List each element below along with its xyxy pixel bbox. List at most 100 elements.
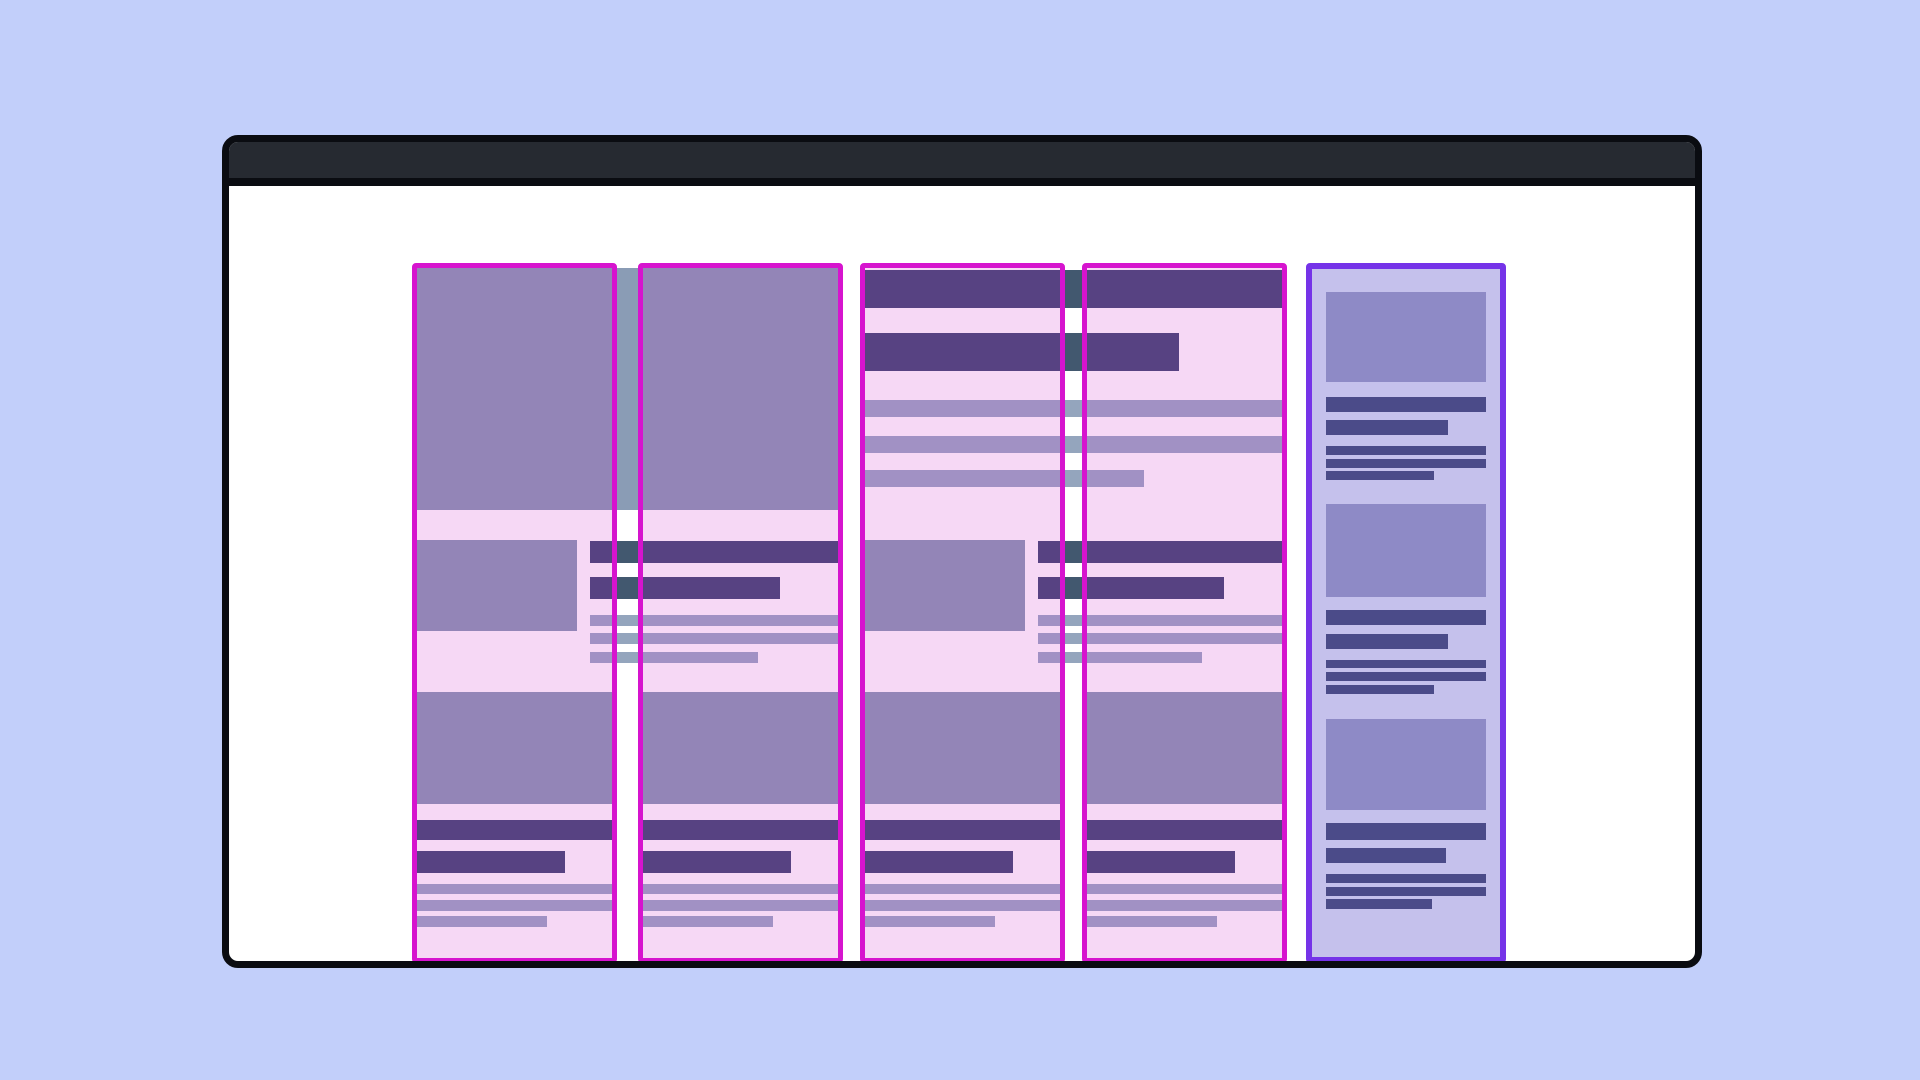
heading-stub [590,541,612,563]
gap-slice [1065,400,1082,417]
column-4 [1082,263,1287,961]
text-line [1087,400,1282,417]
text-line [643,900,838,911]
subheading-bar [643,851,791,873]
thumbnail-image-block [417,540,577,631]
text-line [417,884,612,894]
column-5 [1306,263,1506,961]
text-line [1087,652,1202,663]
text-line [643,884,838,894]
text-line [865,916,995,927]
card-heading-bar [1326,610,1486,625]
card-subheading-bar [1326,634,1448,649]
line-stub [1038,615,1060,626]
text-line [417,916,547,927]
card-subheading-bar [1326,420,1448,435]
text-line [865,400,1060,417]
gap-slice [1065,615,1082,626]
column-1 [412,263,617,961]
headline-bar [643,541,838,563]
card-text-line [1326,899,1432,909]
gap-slice [1065,270,1082,308]
text-line [643,916,773,927]
subheading-bar [417,851,565,873]
gap-slice [617,652,638,663]
article-image-block [417,692,612,804]
headline-bar [643,820,838,840]
subheading-bar [1087,577,1224,599]
gap-slice [617,268,638,510]
card-text-line [1326,660,1486,668]
text-line [1087,615,1282,626]
gap-slice [1065,577,1082,599]
card-subheading-bar [1326,848,1446,863]
text-line [1087,470,1144,487]
subheading-bar [1087,851,1235,873]
line-stub [590,633,612,644]
gap-slice [1065,541,1082,563]
gap-slice [1065,652,1082,663]
card-text-line [1326,471,1434,480]
card-text-line [1326,887,1486,896]
subheading-bar [865,851,1013,873]
card-image-block [1326,719,1486,810]
text-line [865,470,1060,487]
text-line [643,652,758,663]
subheading-bar [643,577,780,599]
text-line [865,884,1060,894]
column-2 [638,263,843,961]
column-3 [860,263,1065,961]
gap-slice [1065,633,1082,644]
headline-bar [417,820,612,840]
card-text-line [1326,459,1486,468]
thumbnail-image-block [865,540,1025,631]
browser-window [222,135,1702,968]
heading-stub [1038,541,1060,563]
card-heading-bar [1326,823,1486,840]
gap-slice [1065,470,1082,487]
headline-bar [1087,333,1179,371]
line-stub [590,615,612,626]
text-line [865,900,1060,911]
gap-slice [1065,436,1082,453]
heading-stub [1038,577,1060,599]
text-line [865,436,1060,453]
card-image-block [1326,292,1486,382]
text-line [643,633,838,644]
card-text-line [1326,874,1486,883]
text-line [1087,884,1282,894]
article-image-block [643,692,838,804]
gap-slice [617,577,638,599]
text-line [1087,916,1217,927]
headline-bar [1087,270,1282,308]
headline-bar [865,333,1060,371]
gap-slice [617,541,638,563]
card-text-line [1326,672,1486,681]
text-line [1087,633,1282,644]
line-stub [590,652,612,663]
line-stub [1038,633,1060,644]
card-text-line [1326,685,1434,694]
headline-bar [1087,541,1282,563]
text-line [1087,436,1282,453]
text-line [417,900,612,911]
headline-bar [865,820,1060,840]
headline-bar [1087,820,1282,840]
gap-slice [617,633,638,644]
card-heading-bar [1326,397,1486,412]
article-image-block [1087,692,1282,804]
text-line [1087,900,1282,911]
browser-titlebar [229,142,1695,186]
card-text-line [1326,446,1486,455]
heading-stub [590,577,612,599]
gap-slice [1065,333,1082,371]
text-line [643,615,838,626]
hero-image-block [417,268,612,510]
card-image-block [1326,504,1486,597]
browser-viewport [229,186,1695,961]
gap-slice [617,615,638,626]
line-stub [1038,652,1060,663]
headline-bar [865,270,1060,308]
article-image-block [865,692,1060,804]
